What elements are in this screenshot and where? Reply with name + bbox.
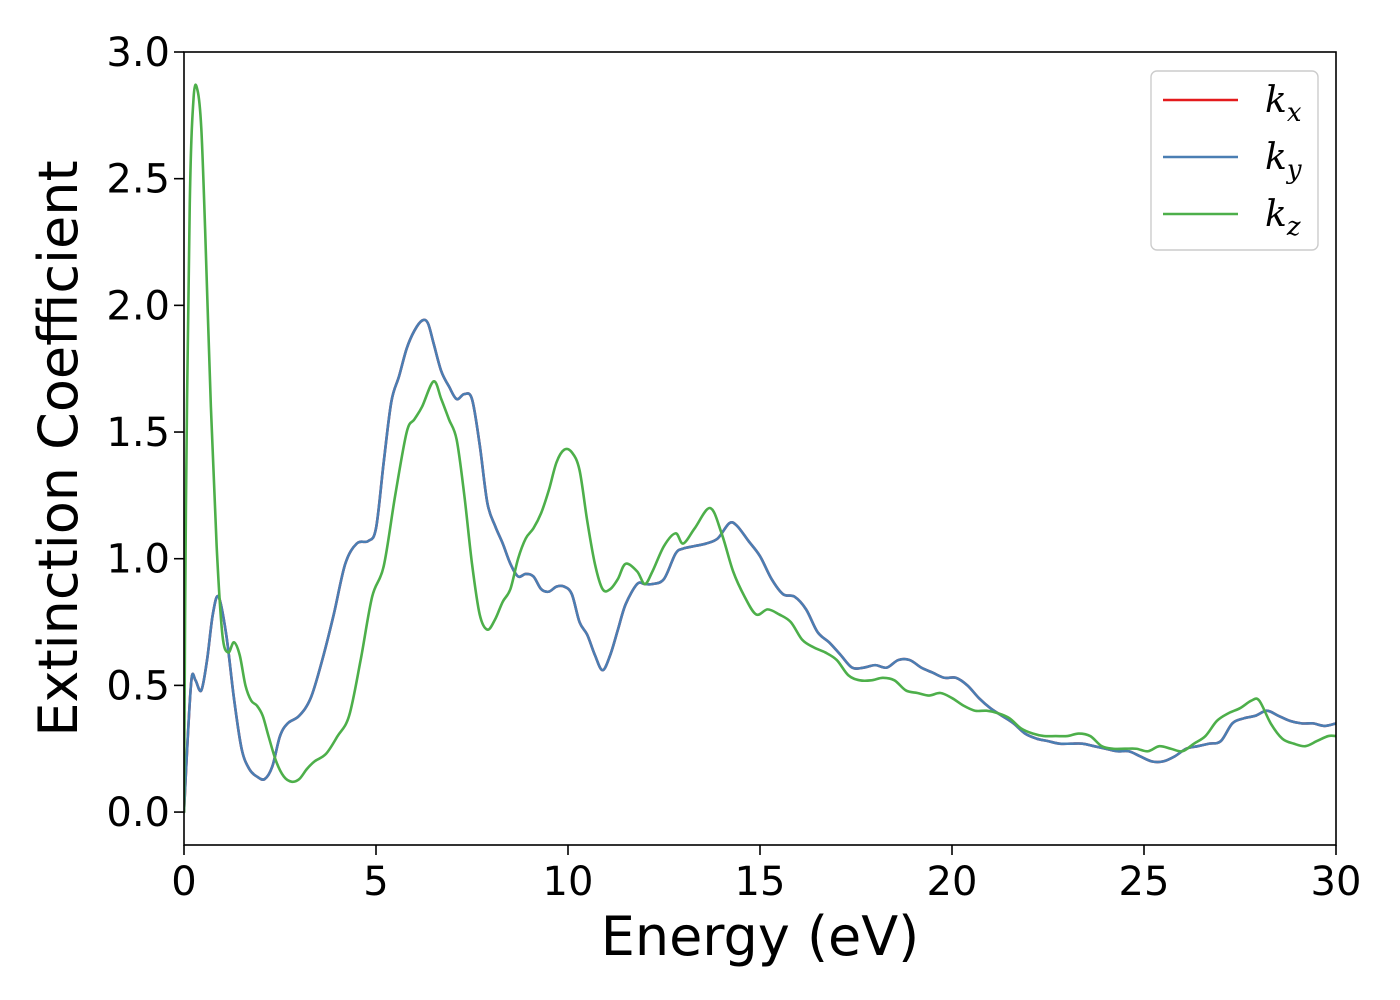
series-line-kx xyxy=(184,318,1336,814)
y-tick-label: 1.5 xyxy=(106,410,170,456)
y-tick-label: 2.0 xyxy=(106,283,170,329)
legend-label-base: k xyxy=(1265,80,1287,121)
legend-label-subscript: x xyxy=(1287,98,1302,128)
x-tick-label: 10 xyxy=(543,859,594,905)
x-tick-label: 25 xyxy=(1119,859,1170,905)
legend-label-ky: ky xyxy=(1265,137,1302,185)
x-tick-label: 5 xyxy=(363,859,388,905)
plot-lines xyxy=(184,83,1336,814)
legend-label-kz: kz xyxy=(1265,194,1301,242)
legend-label-subscript: y xyxy=(1286,155,1302,185)
y-tick-label: 3.0 xyxy=(106,30,170,76)
x-tick-label: 15 xyxy=(735,859,786,905)
y-tick-label: 2.5 xyxy=(106,157,170,203)
y-tick-label: 0.5 xyxy=(106,663,170,709)
legend-label-base: k xyxy=(1265,137,1287,178)
x-axis-label: Energy (eV) xyxy=(601,905,920,968)
legend-label-base: k xyxy=(1265,194,1287,235)
legend-box xyxy=(1150,70,1319,251)
y-tick-label: 0.0 xyxy=(106,790,170,836)
series-line-kz xyxy=(184,83,1336,814)
y-tick-label: 1.0 xyxy=(106,537,170,583)
x-tick-label: 0 xyxy=(171,859,196,905)
x-axis-ticks: 0 5 10 15 20 25 30 xyxy=(171,845,1361,905)
y-axis-ticks: 0.0 0.5 1.0 1.5 2.0 2.5 3.0 xyxy=(106,30,184,836)
legend-label-subscript: z xyxy=(1286,212,1301,242)
x-tick-label: 20 xyxy=(927,859,978,905)
y-axis-label: Extinction Coefficient xyxy=(27,160,90,736)
legend-label-kx: kx xyxy=(1265,80,1302,128)
series-line-ky xyxy=(184,318,1336,814)
x-tick-label: 30 xyxy=(1311,859,1362,905)
